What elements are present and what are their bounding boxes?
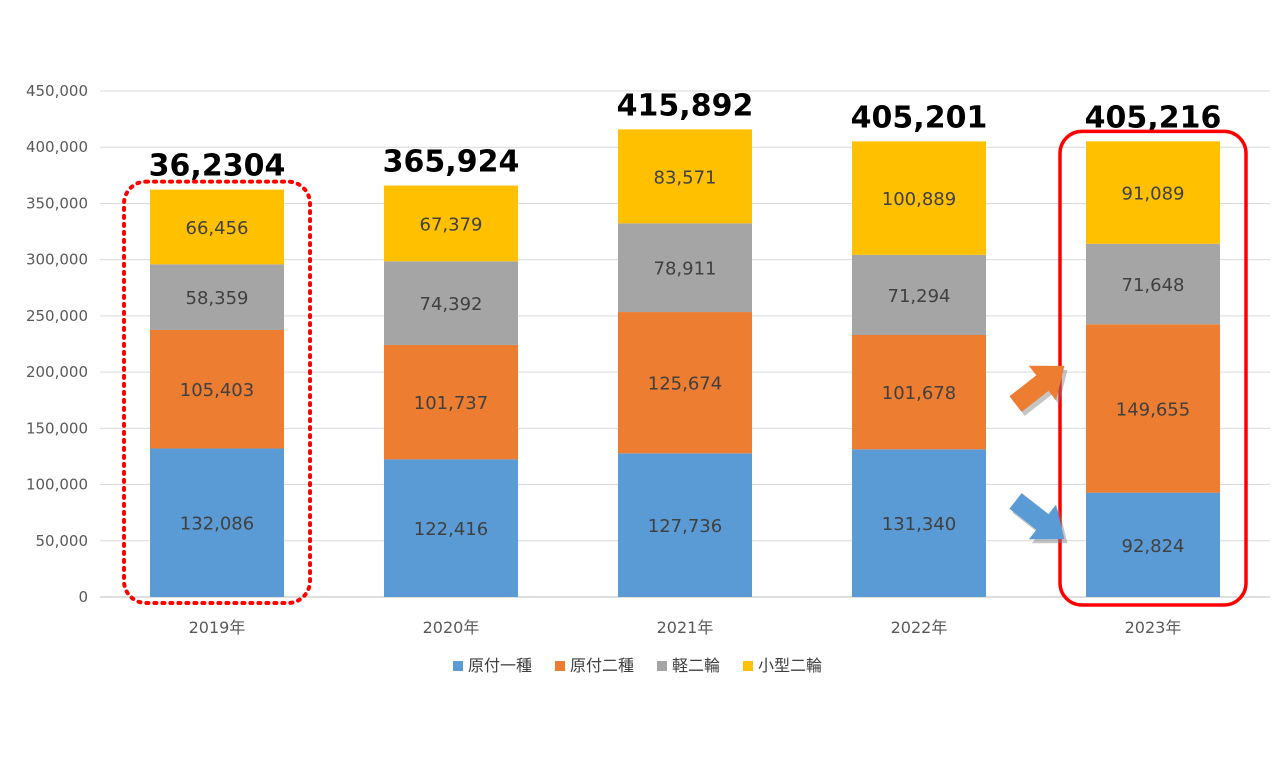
- data-label: 101,737: [414, 393, 488, 414]
- total-label: 405,201: [851, 100, 988, 135]
- total-label: 405,216: [1085, 100, 1222, 135]
- bar-segment: [384, 344, 518, 460]
- down-arrow-icon: [1009, 493, 1065, 540]
- bar-segment: [384, 459, 518, 597]
- highlight-box: [122, 179, 312, 605]
- bar-segment: [852, 449, 986, 597]
- legend-swatch: [743, 661, 753, 671]
- data-label: 83,571: [654, 167, 717, 188]
- data-label: 101,678: [882, 383, 956, 404]
- bar-segment: [384, 261, 518, 345]
- data-label: 127,736: [648, 516, 722, 537]
- data-label: 122,416: [414, 519, 488, 540]
- data-label: 149,655: [1116, 399, 1190, 420]
- bar-segment: [618, 312, 752, 454]
- data-label: 74,392: [420, 294, 483, 315]
- bar-segment: [618, 223, 752, 313]
- y-tick-label: 450,000: [26, 82, 88, 100]
- bar-segment: [150, 189, 284, 265]
- bar-segment: [852, 141, 986, 255]
- bar-segment: [1086, 492, 1220, 597]
- total-label: 415,892: [617, 88, 754, 123]
- x-tick-label: 2022年: [891, 618, 948, 637]
- y-tick-label: 250,000: [26, 307, 88, 325]
- total-labels: 36,2304 365,924 415,892 405,201 405,216: [149, 88, 1222, 183]
- data-label: 92,824: [1122, 536, 1185, 557]
- x-tick-label: 2020年: [423, 618, 480, 637]
- legend-swatch: [453, 661, 463, 671]
- legend-swatch: [555, 661, 565, 671]
- x-tick-label: 2019年: [189, 618, 246, 637]
- data-label: 131,340: [882, 514, 956, 535]
- bar-segment: [150, 448, 284, 597]
- data-label: 66,456: [186, 218, 249, 239]
- total-label: 36,2304: [149, 149, 286, 184]
- data-label: 91,089: [1122, 184, 1185, 205]
- bar-segment: [1086, 324, 1220, 493]
- up-arrow-icon: [1009, 365, 1065, 412]
- bar-segment: [618, 453, 752, 597]
- legend: 原付一種 原付二種 軽二輪 小型二輪: [453, 656, 822, 675]
- y-tick-label: 400,000: [26, 138, 88, 156]
- data-label: 71,294: [888, 286, 951, 307]
- data-label: 100,889: [882, 189, 956, 210]
- legend-label: 軽二輪: [672, 656, 720, 675]
- y-axis: 0 50,000 100,000 150,000 200,000 250,000 300,0…: [26, 82, 88, 606]
- legend-label: 小型二輪: [758, 656, 822, 675]
- bar-segment: [852, 334, 986, 450]
- data-label: 125,674: [648, 374, 722, 395]
- x-tick-label: 2023年: [1125, 618, 1182, 637]
- data-label: 105,403: [180, 380, 254, 401]
- bar-segment: [618, 129, 752, 224]
- trend-arrows: [1009, 365, 1068, 544]
- bar-segment: [384, 185, 518, 262]
- total-label: 365,924: [383, 145, 520, 180]
- data-label: 78,911: [654, 259, 717, 280]
- data-label: 67,379: [420, 214, 483, 235]
- y-tick-label: 100,000: [26, 476, 88, 494]
- y-tick-label: 0: [78, 588, 88, 606]
- legend-label: 原付二種: [570, 656, 634, 675]
- y-tick-label: 350,000: [26, 194, 88, 212]
- bar-segment: [150, 264, 284, 330]
- bar-segment: [1086, 141, 1220, 244]
- y-tick-label: 150,000: [26, 419, 88, 437]
- y-tick-label: 300,000: [26, 251, 88, 269]
- bar-segment: [150, 329, 284, 449]
- data-label: 132,086: [180, 514, 254, 535]
- bars: 132,086 105,403 58,359 66,456 122,416 101,737…: [150, 129, 1220, 597]
- y-tick-label: 200,000: [26, 363, 88, 381]
- x-tick-label: 2021年: [657, 618, 714, 637]
- data-label: 71,648: [1122, 275, 1185, 296]
- legend-label: 原付一種: [468, 656, 532, 675]
- bar-segment: [852, 254, 986, 335]
- legend-swatch: [657, 661, 667, 671]
- y-tick-label: 50,000: [36, 532, 89, 550]
- data-label: 58,359: [186, 288, 249, 309]
- bar-segment: [1086, 243, 1220, 325]
- x-axis: 2019年 2020年 2021年 2022年 2023年: [189, 618, 1182, 637]
